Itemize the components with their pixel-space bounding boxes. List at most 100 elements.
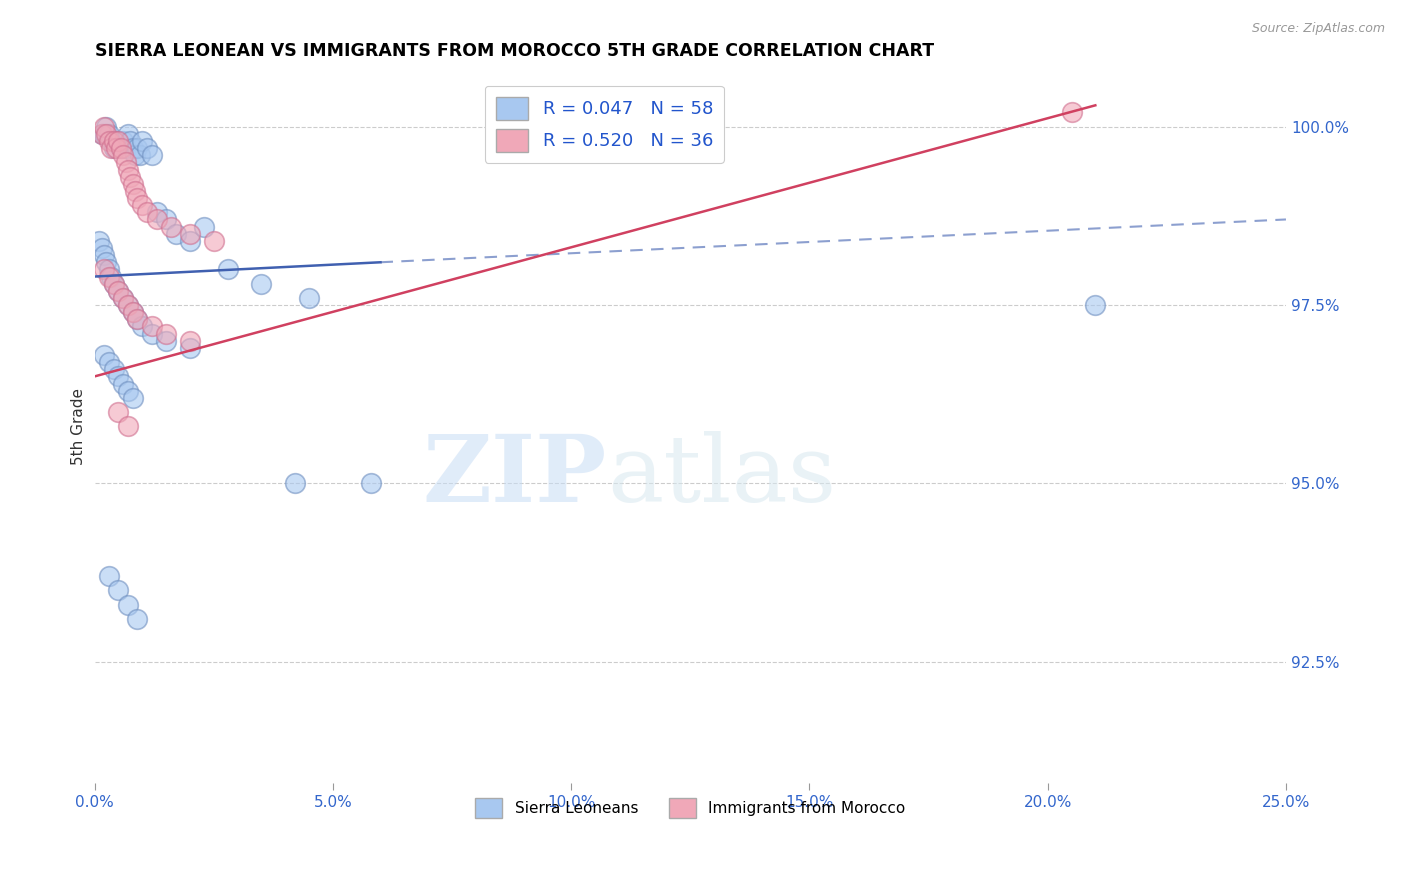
- Point: [117, 162, 139, 177]
- Point: [117, 298, 139, 312]
- Point: [121, 391, 143, 405]
- Point: [145, 212, 167, 227]
- Legend: Sierra Leoneans, Immigrants from Morocco: Sierra Leoneans, Immigrants from Morocco: [467, 790, 914, 825]
- Point: [217, 262, 239, 277]
- Point: [105, 141, 128, 155]
- Point: [97, 134, 120, 148]
- Point: [97, 569, 120, 583]
- Point: [100, 269, 122, 284]
- Point: [103, 277, 125, 291]
- Point: [155, 212, 177, 227]
- Text: SIERRA LEONEAN VS IMMIGRANTS FROM MOROCCO 5TH GRADE CORRELATION CHART: SIERRA LEONEAN VS IMMIGRANTS FROM MOROCC…: [94, 42, 934, 60]
- Point: [93, 262, 115, 277]
- Point: [179, 341, 201, 355]
- Point: [124, 148, 146, 162]
- Point: [107, 369, 129, 384]
- Point: [112, 291, 135, 305]
- Point: [136, 205, 159, 219]
- Point: [112, 148, 135, 162]
- Point: [114, 155, 136, 169]
- Point: [103, 277, 125, 291]
- Point: [121, 177, 143, 191]
- Point: [155, 326, 177, 341]
- Point: [124, 184, 146, 198]
- Point: [100, 141, 122, 155]
- Point: [107, 284, 129, 298]
- Point: [250, 277, 273, 291]
- Point: [155, 334, 177, 348]
- Point: [121, 305, 143, 319]
- Point: [112, 134, 135, 148]
- Point: [93, 120, 115, 134]
- Point: [131, 319, 153, 334]
- Point: [298, 291, 321, 305]
- Point: [90, 241, 112, 255]
- Point: [117, 598, 139, 612]
- Point: [165, 227, 187, 241]
- Point: [90, 127, 112, 141]
- Point: [97, 269, 120, 284]
- Point: [112, 291, 135, 305]
- Point: [112, 376, 135, 391]
- Point: [127, 191, 149, 205]
- Point: [96, 127, 118, 141]
- Point: [179, 234, 201, 248]
- Text: atlas: atlas: [607, 431, 837, 521]
- Point: [107, 405, 129, 419]
- Point: [96, 120, 118, 134]
- Point: [105, 134, 128, 148]
- Point: [107, 134, 129, 148]
- Point: [121, 141, 143, 155]
- Point: [90, 127, 112, 141]
- Point: [202, 234, 225, 248]
- Y-axis label: 5th Grade: 5th Grade: [72, 388, 86, 465]
- Point: [141, 148, 163, 162]
- Point: [103, 134, 125, 148]
- Text: ZIP: ZIP: [423, 431, 607, 521]
- Point: [103, 362, 125, 376]
- Point: [107, 284, 129, 298]
- Point: [100, 134, 122, 148]
- Point: [97, 355, 120, 369]
- Point: [93, 348, 115, 362]
- Point: [127, 312, 149, 326]
- Point: [96, 255, 118, 269]
- Point: [97, 262, 120, 277]
- Point: [193, 219, 215, 234]
- Point: [179, 227, 201, 241]
- Point: [128, 148, 150, 162]
- Point: [110, 141, 132, 155]
- Point: [141, 319, 163, 334]
- Point: [93, 127, 115, 141]
- Point: [179, 334, 201, 348]
- Point: [107, 583, 129, 598]
- Point: [103, 141, 125, 155]
- Point: [114, 141, 136, 155]
- Point: [97, 127, 120, 141]
- Point: [159, 219, 181, 234]
- Point: [127, 141, 149, 155]
- Point: [145, 205, 167, 219]
- Point: [117, 384, 139, 398]
- Point: [93, 248, 115, 262]
- Point: [117, 298, 139, 312]
- Point: [117, 127, 139, 141]
- Point: [121, 305, 143, 319]
- Point: [127, 312, 149, 326]
- Point: [107, 134, 129, 148]
- Point: [360, 476, 382, 491]
- Point: [127, 612, 149, 626]
- Text: Source: ZipAtlas.com: Source: ZipAtlas.com: [1251, 22, 1385, 36]
- Point: [117, 419, 139, 434]
- Point: [1060, 105, 1083, 120]
- Point: [89, 234, 111, 248]
- Point: [110, 141, 132, 155]
- Point: [120, 134, 142, 148]
- Point: [131, 198, 153, 212]
- Point: [284, 476, 307, 491]
- Point: [1084, 298, 1107, 312]
- Point: [141, 326, 163, 341]
- Point: [120, 169, 142, 184]
- Point: [131, 134, 153, 148]
- Point: [136, 141, 159, 155]
